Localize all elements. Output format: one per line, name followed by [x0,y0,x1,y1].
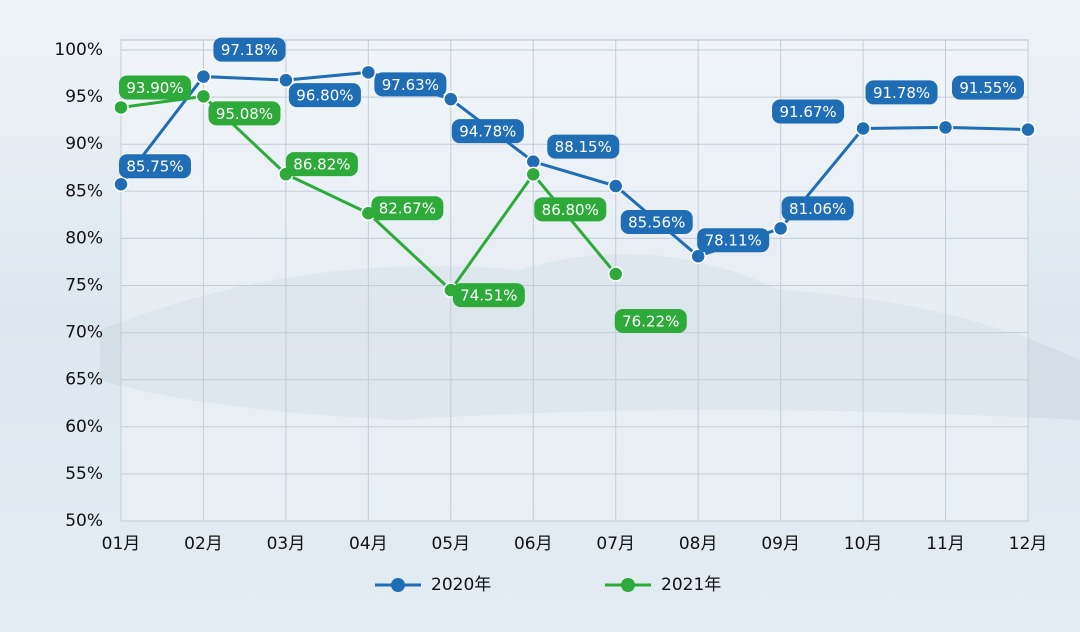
label-badge [534,197,607,222]
y-tick-label: 95% [65,87,103,107]
x-tick-label: 08月 [679,534,718,554]
point [1020,121,1036,138]
label-badge [697,228,770,253]
x-tick-label: 07月 [596,534,635,554]
label-badge [865,80,938,105]
data-label: 95.08% [216,105,273,123]
data-label: 78.11% [705,232,762,250]
data-label: 91.78% [873,84,930,102]
x-tick-label: 06月 [514,534,553,554]
x-tick-label: 11月 [926,534,965,554]
point [525,166,542,183]
legend-label: 2020年 [431,575,491,595]
data-label: 97.63% [382,76,439,94]
y-tick-label: 100% [54,40,103,60]
data-label: 85.75% [126,158,183,176]
y-tick-label: 55% [65,464,103,484]
x-tick-label: 04月 [349,534,388,554]
point [525,153,542,170]
point [443,91,459,107]
point [772,220,789,237]
data-label: 94.78% [459,123,516,141]
y-tick-label: 65% [65,370,103,390]
legend-label: 2021年 [661,575,721,595]
label-badge [952,75,1024,100]
x-tick-label: 01月 [102,534,141,554]
label-badge [371,196,444,221]
point [690,248,706,264]
data-label: 86.82% [293,156,350,174]
data-label: 82.67% [379,200,436,218]
data-label: 91.67% [779,103,836,121]
label-badge [452,283,525,308]
x-tick-label: 09月 [761,534,800,554]
data-label: 91.55% [959,79,1016,97]
data-label: 93.90% [126,79,183,97]
label-badge [119,154,191,179]
x-tick-label: 10月 [844,534,883,554]
point [113,176,129,192]
x-tick-label: 03月 [267,534,306,554]
label-badge [781,196,854,221]
y-tick-label: 70% [65,323,103,343]
data-label: 85.56% [628,214,685,232]
series-line [119,70,1029,258]
point [607,178,624,194]
y-tick-label: 60% [65,417,103,437]
point [607,266,624,282]
label-badge [285,152,358,177]
label-badge [620,210,693,235]
legend-marker [621,578,635,592]
label-badge [547,134,620,159]
y-tick-label: 80% [65,228,103,248]
y-tick-label: 90% [65,134,103,154]
label-badge [614,309,687,334]
label-badge [288,83,361,108]
data-label: 88.15% [555,138,612,156]
data-label: 74.51% [460,287,517,305]
data-label: 96.80% [296,87,353,105]
label-badge [213,37,286,62]
legend-marker [391,578,405,592]
point [113,99,129,116]
label-badge [119,75,191,100]
x-tick-label: 05月 [431,534,470,554]
y-tick-label: 50% [65,511,103,531]
x-tick-label: 12月 [1009,534,1048,554]
x-tick-label: 02月 [184,534,223,554]
data-label: 97.18% [221,41,278,59]
point [360,64,377,81]
data-label: 81.06% [789,200,846,218]
point [195,88,212,105]
point [195,68,212,85]
label-badge [451,119,524,144]
point [937,119,954,136]
y-tick-label: 75% [65,276,103,296]
label-badge [374,72,447,97]
scenery [100,254,1080,420]
point [278,72,294,88]
point [855,120,871,137]
y-tick-label: 85% [65,181,103,201]
data-label: 76.22% [622,313,679,331]
data-label: 86.80% [542,201,599,219]
label-badge [772,99,845,124]
label-badge [208,101,281,126]
